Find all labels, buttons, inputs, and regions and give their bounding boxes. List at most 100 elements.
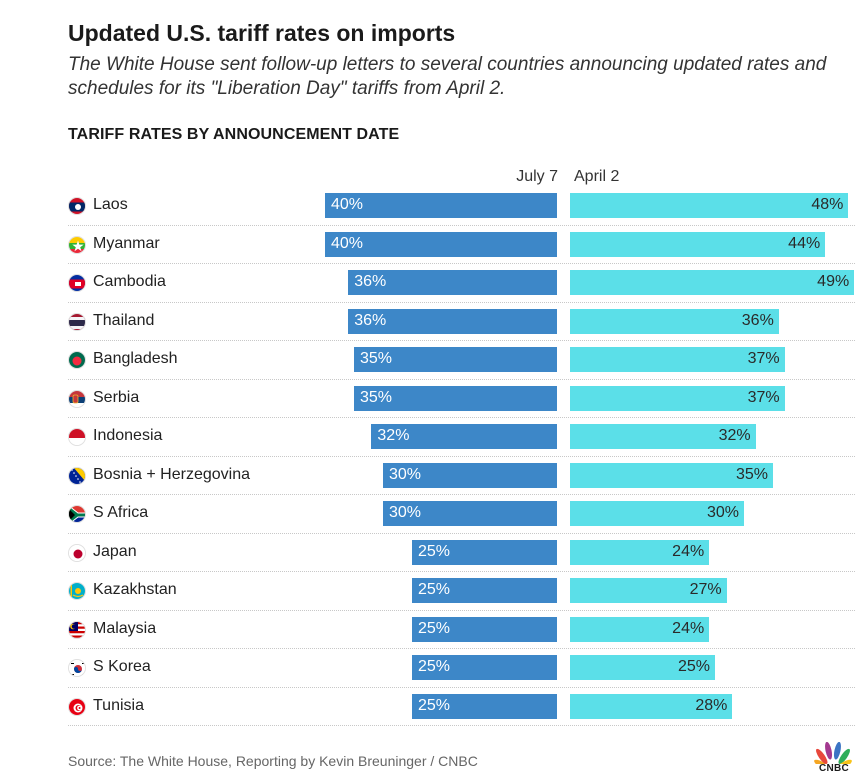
chart-title: Updated U.S. tariff rates on imports — [68, 20, 456, 46]
data-label-april-2: 30% — [706, 504, 739, 521]
country-label: Cambodia — [93, 273, 166, 290]
bar-july-7 — [412, 539, 557, 565]
data-label-april-2: 27% — [689, 581, 722, 598]
chart-row: Bosnia + Herzegovina 30% 35% — [68, 457, 855, 495]
data-label-july-7: 36% — [354, 311, 387, 329]
data-label-april-2: 48% — [811, 196, 844, 213]
country-label: Bosnia + Herzegovina — [93, 465, 250, 483]
chart-row: Bangladesh 35% 37% — [68, 341, 855, 380]
indonesia-flag-icon — [68, 428, 86, 446]
cnbc-peacock-icon — [813, 742, 853, 775]
source-note: Source: The White House, Reporting by Ke… — [68, 753, 478, 769]
legend-april-2: April 2 — [574, 168, 620, 185]
country-label: Tunisia — [93, 696, 144, 714]
row-divider — [68, 686, 855, 688]
thailand-flag-icon — [68, 312, 86, 331]
data-label-april-2: 37% — [747, 388, 780, 406]
bar-april-2 — [570, 385, 785, 411]
chart-row: Serbia 35% 37% — [68, 380, 855, 418]
row-divider — [68, 609, 855, 611]
chart-row: Cambodia 36% 49% — [68, 264, 855, 303]
row-divider — [68, 494, 855, 495]
bar-july-7 — [354, 347, 557, 372]
laos-flag-icon — [68, 197, 86, 215]
bar-july-7 — [412, 655, 557, 680]
myanmar-flag-icon — [68, 235, 86, 254]
bangladesh-flag-icon — [68, 351, 86, 369]
data-label-july-7: 25% — [418, 542, 451, 560]
bar-april-2 — [570, 462, 773, 488]
row-divider — [68, 417, 855, 418]
row-divider — [68, 340, 855, 341]
chart-row: S Africa 30% 30% — [68, 495, 855, 534]
row-divider — [68, 224, 855, 226]
row-divider — [68, 301, 855, 303]
row-divider — [68, 725, 855, 726]
bar-july-7 — [325, 231, 557, 257]
chart-row: Tunisia 25% 28% — [68, 688, 855, 726]
data-label-july-7: 25% — [418, 658, 451, 675]
country-label: S Africa — [93, 504, 149, 521]
data-label-july-7: 25% — [418, 696, 451, 714]
cnbc-logo-text: CNBC — [818, 763, 850, 774]
bar-july-7 — [412, 693, 557, 719]
bar-april-2 — [570, 539, 710, 565]
row-divider — [68, 648, 855, 649]
country-label: Malaysia — [93, 619, 157, 637]
data-label-july-7: 30% — [389, 465, 422, 483]
data-label-july-7: 35% — [360, 350, 393, 367]
tunisia-flag-icon — [68, 697, 86, 716]
bar-april-2 — [570, 424, 756, 449]
country-label: S Korea — [93, 658, 151, 675]
country-label: Bangladesh — [93, 350, 178, 367]
south-korea-flag-icon — [68, 659, 86, 677]
bar-april-2 — [570, 616, 710, 642]
country-label: Laos — [93, 196, 128, 213]
bar-april-2 — [570, 693, 733, 719]
chart-subtitle: The White House sent follow-up letters t… — [68, 54, 827, 99]
row-divider — [68, 455, 855, 457]
bar-april-2 — [570, 501, 744, 526]
bar-april-2 — [570, 578, 727, 603]
malaysia-flag-icon — [68, 620, 86, 639]
data-label-july-7: 40% — [331, 196, 364, 213]
japan-flag-icon — [68, 543, 86, 562]
bar-april-2 — [570, 270, 855, 295]
data-label-july-7: 35% — [360, 388, 393, 406]
country-label: Thailand — [93, 311, 155, 329]
data-label-april-2: 36% — [741, 311, 774, 329]
data-label-april-2: 49% — [817, 273, 850, 290]
data-label-july-7: 30% — [389, 504, 422, 521]
bar-july-7 — [371, 424, 557, 449]
row-divider — [68, 378, 855, 380]
chart-row: Indonesia 32% 32% — [68, 418, 855, 457]
country-label: Japan — [93, 542, 137, 560]
chart-row: Kazakhstan 25% 27% — [68, 572, 855, 611]
chart-row: Myanmar 40% 44% — [68, 226, 855, 264]
legend-july-7: July 7 — [516, 168, 558, 185]
data-label-april-2: 37% — [747, 350, 780, 367]
chart-row: Malaysia 25% 24% — [68, 611, 855, 649]
row-divider — [68, 532, 855, 534]
data-label-april-2: 24% — [672, 619, 705, 637]
bar-july-7 — [348, 270, 557, 295]
bar-july-7 — [383, 462, 557, 488]
data-label-april-2: 24% — [672, 542, 705, 560]
bar-april-2 — [570, 655, 715, 680]
bar-july-7 — [412, 616, 557, 642]
section-title: TARIFF RATES BY ANNOUNCEMENT DATE — [68, 126, 400, 143]
chart-row: Japan 25% 24% — [68, 534, 855, 572]
bar-july-7 — [383, 501, 557, 526]
data-label-april-2: 35% — [735, 465, 768, 483]
bar-july-7 — [354, 385, 557, 411]
bar-july-7 — [348, 308, 557, 334]
country-label: Myanmar — [93, 234, 160, 252]
bar-july-7 — [412, 578, 557, 603]
data-label-april-2: 28% — [695, 696, 728, 714]
data-label-july-7: 36% — [354, 273, 387, 290]
bar-april-2 — [570, 308, 779, 334]
serbia-flag-icon — [68, 389, 86, 408]
bar-april-2 — [570, 193, 849, 218]
south-africa-flag-icon — [68, 505, 86, 523]
